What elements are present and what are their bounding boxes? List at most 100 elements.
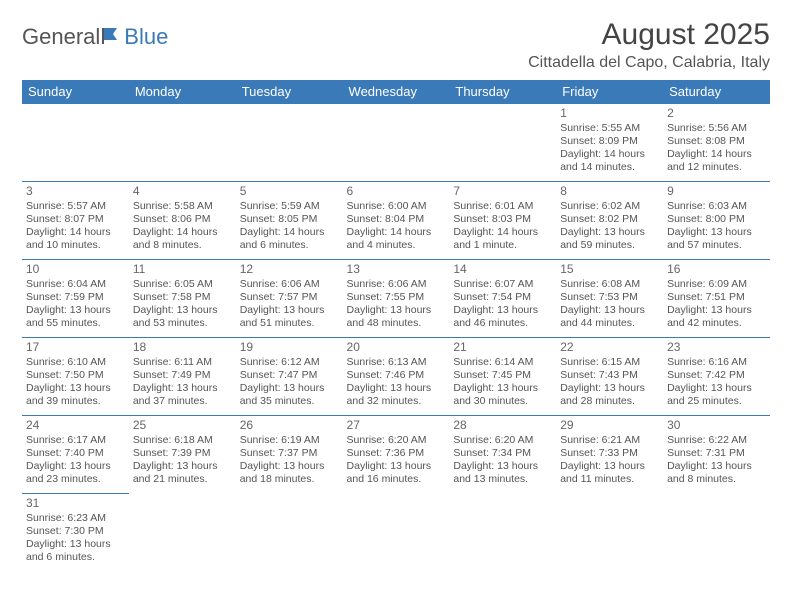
daylight-line: Daylight: 13 hours <box>560 226 659 239</box>
daylight-line: and 42 minutes. <box>667 317 766 330</box>
calendar-cell <box>236 494 343 572</box>
sunset-line: Sunset: 8:04 PM <box>347 213 446 226</box>
weekday-header: Tuesday <box>236 80 343 104</box>
calendar-cell: 22Sunrise: 6:15 AMSunset: 7:43 PMDayligh… <box>556 338 663 416</box>
daylight-line: Daylight: 13 hours <box>26 460 125 473</box>
daylight-line: Daylight: 14 hours <box>560 148 659 161</box>
calendar-cell: 25Sunrise: 6:18 AMSunset: 7:39 PMDayligh… <box>129 416 236 494</box>
sunrise-line: Sunrise: 5:57 AM <box>26 200 125 213</box>
sunset-line: Sunset: 7:42 PM <box>667 369 766 382</box>
sunset-line: Sunset: 7:31 PM <box>667 447 766 460</box>
calendar-cell: 29Sunrise: 6:21 AMSunset: 7:33 PMDayligh… <box>556 416 663 494</box>
daylight-line: Daylight: 14 hours <box>453 226 552 239</box>
sunrise-line: Sunrise: 5:58 AM <box>133 200 232 213</box>
daylight-line: Daylight: 13 hours <box>347 304 446 317</box>
calendar-cell: 1Sunrise: 5:55 AMSunset: 8:09 PMDaylight… <box>556 104 663 182</box>
calendar-row: 3Sunrise: 5:57 AMSunset: 8:07 PMDaylight… <box>22 182 770 260</box>
daylight-line: Daylight: 13 hours <box>347 382 446 395</box>
day-number: 24 <box>26 418 125 433</box>
sunrise-line: Sunrise: 5:59 AM <box>240 200 339 213</box>
calendar-cell <box>236 104 343 182</box>
flag-icon <box>102 24 124 50</box>
sunset-line: Sunset: 7:43 PM <box>560 369 659 382</box>
daylight-line: Daylight: 13 hours <box>26 382 125 395</box>
calendar-cell <box>343 494 450 572</box>
daylight-line: and 48 minutes. <box>347 317 446 330</box>
calendar-cell: 31Sunrise: 6:23 AMSunset: 7:30 PMDayligh… <box>22 494 129 572</box>
daylight-line: and 25 minutes. <box>667 395 766 408</box>
calendar-cell: 23Sunrise: 6:16 AMSunset: 7:42 PMDayligh… <box>663 338 770 416</box>
day-number: 2 <box>667 106 766 121</box>
daylight-line: and 59 minutes. <box>560 239 659 252</box>
sunset-line: Sunset: 7:47 PM <box>240 369 339 382</box>
sunset-line: Sunset: 8:09 PM <box>560 135 659 148</box>
sunset-line: Sunset: 7:50 PM <box>26 369 125 382</box>
calendar-cell <box>556 494 663 572</box>
sunset-line: Sunset: 7:58 PM <box>133 291 232 304</box>
sunset-line: Sunset: 7:49 PM <box>133 369 232 382</box>
daylight-line: Daylight: 13 hours <box>667 226 766 239</box>
daylight-line: and 55 minutes. <box>26 317 125 330</box>
sunset-line: Sunset: 7:57 PM <box>240 291 339 304</box>
daylight-line: Daylight: 14 hours <box>667 148 766 161</box>
daylight-line: and 53 minutes. <box>133 317 232 330</box>
calendar-cell <box>22 104 129 182</box>
day-number: 1 <box>560 106 659 121</box>
month-title: August 2025 <box>528 18 770 52</box>
day-number: 19 <box>240 340 339 355</box>
daylight-line: Daylight: 13 hours <box>26 304 125 317</box>
sunset-line: Sunset: 7:54 PM <box>453 291 552 304</box>
day-number: 23 <box>667 340 766 355</box>
sunrise-line: Sunrise: 6:05 AM <box>133 278 232 291</box>
calendar-cell: 9Sunrise: 6:03 AMSunset: 8:00 PMDaylight… <box>663 182 770 260</box>
calendar-cell: 19Sunrise: 6:12 AMSunset: 7:47 PMDayligh… <box>236 338 343 416</box>
daylight-line: Daylight: 14 hours <box>133 226 232 239</box>
calendar-cell: 16Sunrise: 6:09 AMSunset: 7:51 PMDayligh… <box>663 260 770 338</box>
sunset-line: Sunset: 7:37 PM <box>240 447 339 460</box>
calendar-cell: 21Sunrise: 6:14 AMSunset: 7:45 PMDayligh… <box>449 338 556 416</box>
daylight-line: Daylight: 13 hours <box>347 460 446 473</box>
day-number: 29 <box>560 418 659 433</box>
daylight-line: and 8 minutes. <box>133 239 232 252</box>
sunrise-line: Sunrise: 6:01 AM <box>453 200 552 213</box>
sunset-line: Sunset: 7:36 PM <box>347 447 446 460</box>
sunrise-line: Sunrise: 6:06 AM <box>347 278 446 291</box>
daylight-line: Daylight: 13 hours <box>453 304 552 317</box>
sunrise-line: Sunrise: 6:06 AM <box>240 278 339 291</box>
sunrise-line: Sunrise: 5:56 AM <box>667 122 766 135</box>
calendar-cell: 28Sunrise: 6:20 AMSunset: 7:34 PMDayligh… <box>449 416 556 494</box>
sunrise-line: Sunrise: 6:18 AM <box>133 434 232 447</box>
calendar-cell <box>663 494 770 572</box>
day-number: 13 <box>347 262 446 277</box>
weekday-header: Sunday <box>22 80 129 104</box>
day-number: 18 <box>133 340 232 355</box>
calendar-table: Sunday Monday Tuesday Wednesday Thursday… <box>22 80 770 572</box>
sunset-line: Sunset: 7:30 PM <box>26 525 125 538</box>
calendar-row: 17Sunrise: 6:10 AMSunset: 7:50 PMDayligh… <box>22 338 770 416</box>
sunrise-line: Sunrise: 6:14 AM <box>453 356 552 369</box>
sunset-line: Sunset: 8:02 PM <box>560 213 659 226</box>
daylight-line: and 35 minutes. <box>240 395 339 408</box>
weekday-header: Wednesday <box>343 80 450 104</box>
day-number: 14 <box>453 262 552 277</box>
calendar-page: GeneralBlue August 2025 Cittadella del C… <box>0 0 792 590</box>
daylight-line: Daylight: 13 hours <box>240 460 339 473</box>
calendar-row: 1Sunrise: 5:55 AMSunset: 8:09 PMDaylight… <box>22 104 770 182</box>
daylight-line: and 1 minute. <box>453 239 552 252</box>
day-number: 26 <box>240 418 339 433</box>
sunrise-line: Sunrise: 6:21 AM <box>560 434 659 447</box>
sunset-line: Sunset: 7:45 PM <box>453 369 552 382</box>
daylight-line: Daylight: 13 hours <box>133 460 232 473</box>
header: GeneralBlue August 2025 Cittadella del C… <box>22 18 770 72</box>
calendar-cell: 7Sunrise: 6:01 AMSunset: 8:03 PMDaylight… <box>449 182 556 260</box>
sunset-line: Sunset: 7:59 PM <box>26 291 125 304</box>
day-number: 15 <box>560 262 659 277</box>
daylight-line: Daylight: 14 hours <box>347 226 446 239</box>
sunset-line: Sunset: 8:05 PM <box>240 213 339 226</box>
daylight-line: and 4 minutes. <box>347 239 446 252</box>
daylight-line: and 30 minutes. <box>453 395 552 408</box>
sunset-line: Sunset: 7:40 PM <box>26 447 125 460</box>
daylight-line: Daylight: 13 hours <box>667 304 766 317</box>
day-number: 6 <box>347 184 446 199</box>
weekday-header: Thursday <box>449 80 556 104</box>
